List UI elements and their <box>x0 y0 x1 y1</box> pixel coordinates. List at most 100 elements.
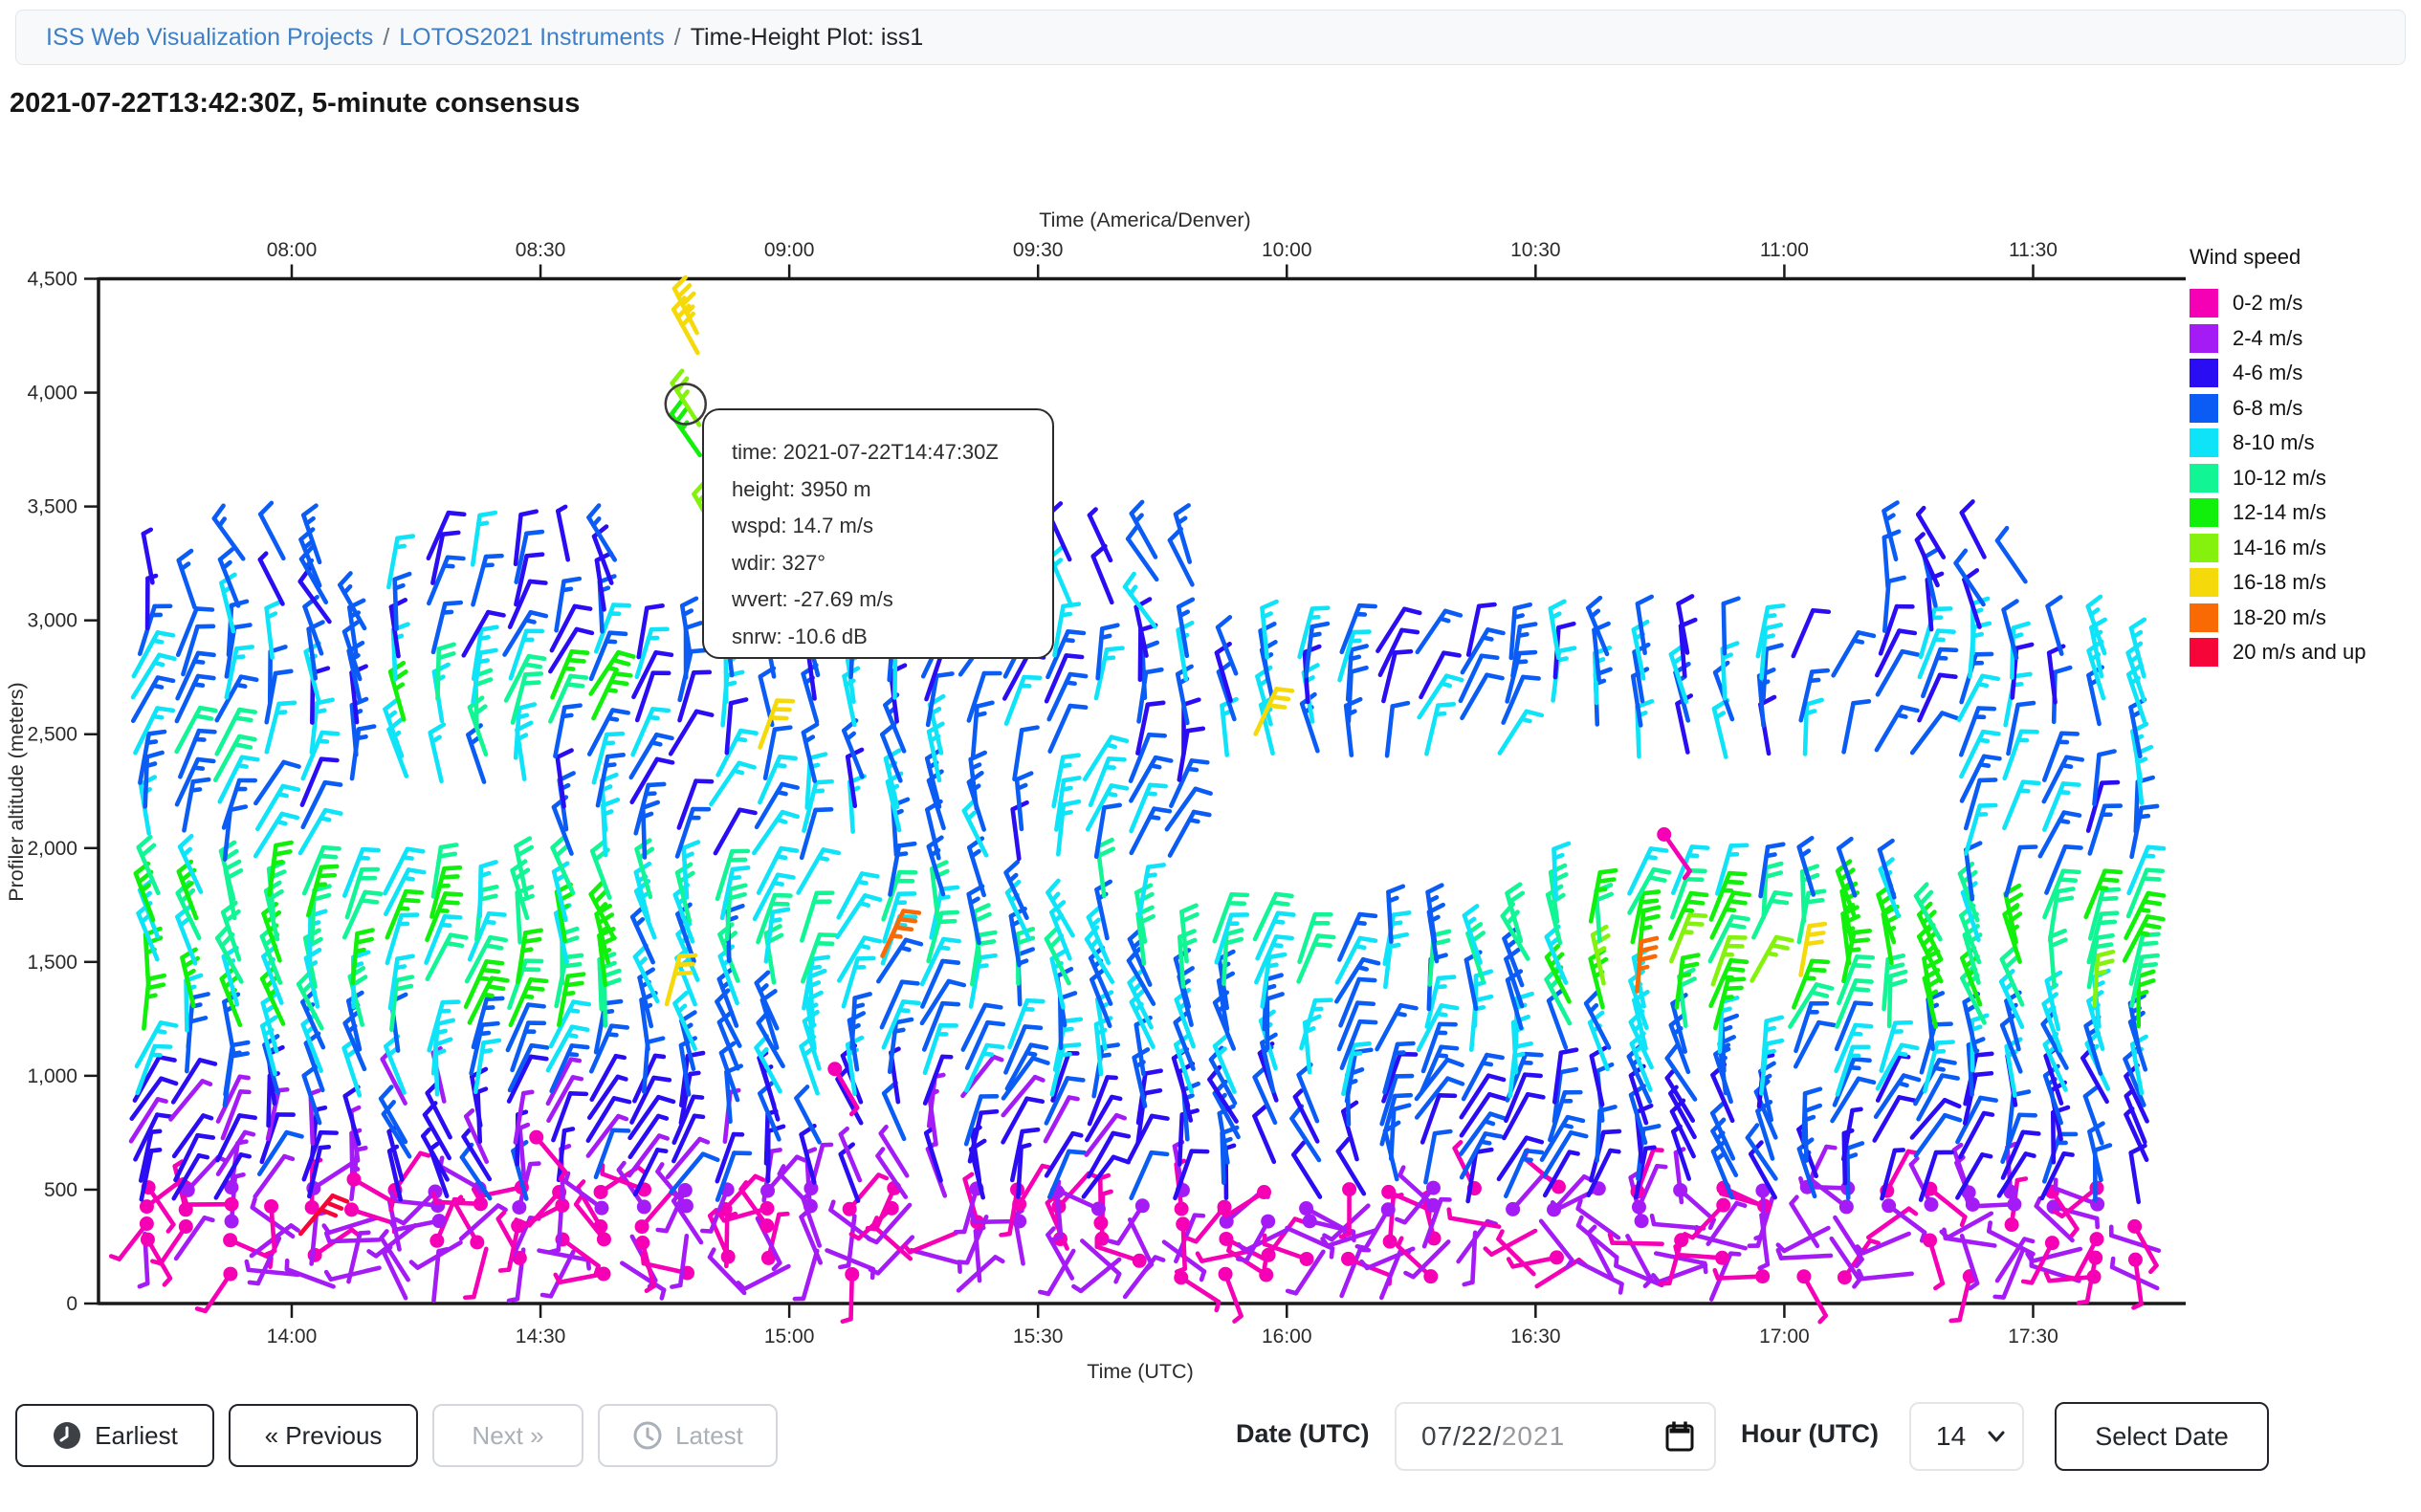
wind-barb <box>1338 1187 1352 1239</box>
wind-barb <box>838 1126 863 1183</box>
date-year-value[interactable]: 2021 <box>1501 1421 1566 1451</box>
wind-barb <box>802 778 834 833</box>
legend-row: 6-8 m/s <box>2190 393 2366 423</box>
legend-swatch <box>2190 323 2218 353</box>
latest-button[interactable]: Latest <box>598 1404 778 1467</box>
wind-barb <box>1001 1056 1050 1101</box>
calendar-icon[interactable] <box>1664 1420 1695 1453</box>
wind-barb <box>1796 835 1816 897</box>
earliest-button[interactable]: Earliest <box>15 1404 214 1467</box>
wind-barb <box>1178 1275 1222 1313</box>
wind-barb <box>1215 615 1239 676</box>
wind-barb <box>555 748 574 809</box>
wind-barb <box>516 928 543 985</box>
wind-barb <box>323 1265 382 1282</box>
wind-barb <box>1750 934 1794 983</box>
wind-barb <box>629 1075 672 1125</box>
wind-barb <box>766 1211 790 1260</box>
wind-barb <box>1001 1096 1045 1145</box>
wind-barb <box>588 880 617 941</box>
legend-swatch <box>2190 393 2218 423</box>
wind-barb <box>2129 953 2160 1008</box>
wind-barb <box>1080 1238 1122 1284</box>
wind-barb <box>1955 1152 1993 1200</box>
wind-barb <box>1939 1211 1994 1240</box>
wind-barb <box>1712 1267 1765 1281</box>
wind-barb <box>385 888 425 940</box>
wind-barb <box>848 1206 894 1241</box>
wind-barb <box>1574 1259 1624 1295</box>
previous-button[interactable]: « Previous <box>229 1404 418 1467</box>
legend-swatch <box>2190 638 2218 667</box>
wind-barb <box>264 1204 277 1257</box>
wind-barb <box>1758 842 1786 899</box>
wind-barb <box>1125 523 1159 582</box>
wind-barb <box>548 999 592 1049</box>
bottom-axis-tick-label: 15:30 <box>1013 1326 1064 1348</box>
wind-barb <box>2085 779 2121 833</box>
wind-barb <box>1916 1073 1960 1122</box>
wind-barb <box>182 777 211 833</box>
wind-barb <box>1653 1251 1708 1275</box>
wind-barb <box>1709 890 1751 940</box>
wind-barb <box>428 722 447 784</box>
wind-barb <box>136 834 161 896</box>
wind-barb <box>174 756 216 807</box>
select-date-button[interactable]: Select Date <box>2055 1402 2269 1471</box>
wind-barb <box>175 606 215 658</box>
wind-barb <box>629 756 675 805</box>
wind-barb <box>173 1132 216 1183</box>
wind-barb <box>1167 809 1212 858</box>
wind-barb <box>792 1248 820 1302</box>
y-axis-tick-label: 1,500 <box>27 952 77 974</box>
wind-barb <box>669 399 702 458</box>
wind-barb <box>752 809 801 856</box>
wind-barb <box>1721 596 1741 656</box>
wind-barb <box>1497 709 1545 756</box>
wind-barb <box>264 700 297 755</box>
wind-barb <box>1994 525 2028 584</box>
bottom-axis-tick-label: 14:00 <box>267 1326 318 1348</box>
legend-label: 20 m/s and up <box>2233 640 2366 664</box>
wind-barb <box>799 807 834 861</box>
wind-barb <box>1093 802 1122 860</box>
wind-barb <box>1017 1163 1053 1207</box>
breadcrumb-link-projects[interactable]: ISS Web Visualization Projects <box>46 23 374 51</box>
date-input[interactable]: 07/22/2021 <box>1395 1402 1716 1471</box>
legend-swatch <box>2190 428 2218 457</box>
wind-barb <box>752 872 796 922</box>
wind-barb <box>2025 1246 2083 1264</box>
wind-barb <box>2083 868 2124 920</box>
breadcrumb-link-lotos2021[interactable]: LOTOS2021 Instruments <box>399 23 665 51</box>
wind-barb <box>150 1224 188 1266</box>
wind-barb <box>1050 1189 1064 1242</box>
wind-barb <box>1879 1019 1914 1073</box>
wind-barb <box>344 866 381 920</box>
wind-barb <box>177 833 204 894</box>
wind-barb <box>508 976 549 1028</box>
next-button[interactable]: Next » <box>432 1404 583 1467</box>
wind-barb <box>553 1271 606 1285</box>
wind-barb <box>513 509 539 567</box>
bottom-axis-tick-label: 17:00 <box>1759 1326 1810 1348</box>
wind-barb <box>1986 1220 2036 1257</box>
page-title: 2021-07-22T13:42:30Z, 5-minute consensus <box>10 88 581 119</box>
wind-barb <box>964 1019 1006 1070</box>
legend-row: 16-18 m/s <box>2190 568 2366 597</box>
wind-barb <box>634 670 671 723</box>
wind-barb <box>1836 836 1858 898</box>
wind-barb <box>875 1147 909 1199</box>
wind-barb <box>1260 952 1288 1009</box>
legend-swatch <box>2190 603 2218 632</box>
date-month-day-value[interactable]: 07/22/ <box>1421 1421 1502 1451</box>
wind-barb <box>1456 1218 1499 1264</box>
hour-select[interactable]: 14 <box>1909 1402 2024 1471</box>
y-axis-tick-label: 2,000 <box>27 838 77 860</box>
top-axis-tick-label: 10:30 <box>1510 239 1561 261</box>
wind-barb <box>1923 1040 1955 1094</box>
wind-barb <box>1674 953 1701 1010</box>
wind-barb <box>508 628 545 681</box>
wind-barb <box>588 1023 630 1074</box>
wind-barb <box>849 992 872 1050</box>
